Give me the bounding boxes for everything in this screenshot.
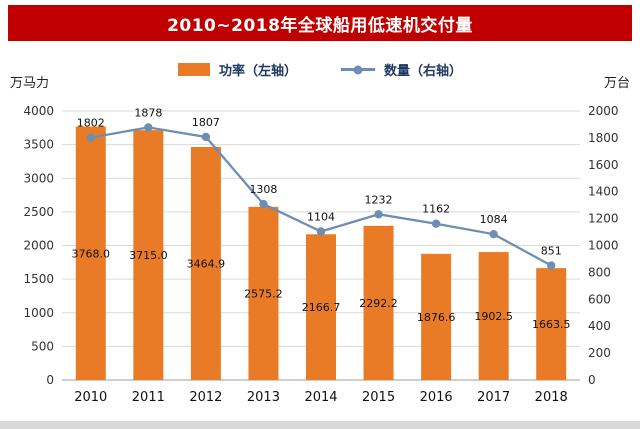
right-axis-tick: 400 (588, 319, 611, 333)
bar-value-label: 1902.5 (474, 310, 513, 323)
line-marker (86, 133, 95, 142)
bar-value-label: 2292.2 (359, 297, 398, 310)
right-axis-tick: 1400 (588, 185, 619, 199)
bar (363, 225, 394, 380)
left-axis-tick: 0 (46, 373, 54, 387)
line-value-label: 1162 (422, 203, 450, 216)
line-value-label: 1084 (480, 213, 508, 226)
legend: 功率（左轴） 数量（右轴） (0, 60, 640, 79)
right-axis-tick: 0 (588, 373, 596, 387)
bar-value-label: 3464.9 (187, 257, 226, 270)
bar (478, 252, 509, 380)
bar-value-label: 1876.6 (417, 311, 456, 324)
bar-value-label: 2166.7 (302, 301, 341, 314)
line-value-label: 1802 (77, 117, 105, 130)
left-axis-unit: 万马力 (10, 76, 50, 91)
x-axis-label: 2011 (132, 390, 165, 405)
right-axis-tick: 600 (588, 292, 611, 306)
legend-item-count: 数量（右轴） (341, 60, 462, 79)
bar-swatch-icon (177, 63, 210, 76)
x-axis-label: 2013 (247, 390, 280, 405)
right-axis-tick: 1000 (588, 239, 619, 253)
line-marker-icon (353, 65, 363, 74)
left-axis-tick: 2500 (23, 205, 54, 219)
left-axis-tick: 1500 (23, 272, 54, 286)
bar (190, 146, 221, 380)
line-value-label: 851 (541, 245, 562, 258)
right-axis-tick: 1800 (588, 131, 619, 145)
left-axis-tick: 3500 (23, 138, 54, 152)
x-axis-label: 2010 (74, 390, 107, 405)
line-marker (489, 230, 498, 239)
bar (248, 206, 279, 380)
bar-value-label: 1663.5 (532, 318, 571, 331)
right-axis-unit: 万台 (603, 76, 630, 91)
bar-value-label: 3715.0 (129, 249, 168, 262)
left-axis-tick: 2000 (23, 239, 54, 253)
bar (133, 130, 164, 380)
left-axis-tick: 500 (31, 339, 54, 353)
line-marker (144, 123, 153, 132)
chart-plot: 0 500 1000 1500 2000 2500 3000 3500 4000 0 200 400 6… (23, 104, 619, 405)
x-axis-label: 2017 (477, 390, 510, 405)
line-marker (374, 210, 383, 219)
bar-value-label: 3768.0 (72, 247, 111, 260)
x-axis-label: 2016 (420, 390, 453, 405)
legend-label-power: 功率（左轴） (218, 64, 297, 79)
line-marker (316, 227, 326, 236)
right-axis-tick: 800 (588, 265, 611, 279)
line-swatch-icon (341, 65, 375, 74)
line-value-label: 1308 (249, 183, 277, 196)
x-axis-label: 2012 (189, 390, 222, 405)
right-axis-tick: 200 (588, 346, 611, 360)
right-axis-tick: 1200 (588, 212, 619, 226)
x-axis-label: 2015 (362, 390, 395, 405)
legend-label-count: 数量（右轴） (384, 64, 463, 79)
left-axis-tick: 1000 (23, 306, 54, 320)
bar (536, 268, 567, 380)
line-value-label: 1878 (134, 106, 162, 119)
left-axis-tick: 3000 (23, 171, 54, 185)
x-axis-label: 2014 (304, 390, 337, 405)
line-marker (431, 219, 441, 228)
chart-title: 2010~2018年全球船用低速机交付量 (8, 5, 632, 41)
line-marker (259, 199, 268, 209)
line-value-label: 1807 (192, 116, 220, 129)
line-value-label: 1232 (365, 193, 393, 206)
line-marker (547, 261, 556, 270)
bar (75, 126, 106, 380)
bar (306, 234, 336, 380)
bottom-strip (0, 421, 640, 429)
line-value-label: 1104 (307, 211, 335, 224)
line-marker (201, 132, 211, 142)
left-axis-tick: 4000 (23, 104, 54, 118)
right-axis-tick: 2000 (588, 104, 619, 118)
x-axis-label: 2018 (535, 390, 568, 405)
right-axis-tick: 1600 (588, 158, 619, 172)
bar (421, 253, 452, 380)
bar-value-label: 2575.2 (244, 287, 283, 300)
legend-item-power: 功率（左轴） (177, 60, 297, 79)
